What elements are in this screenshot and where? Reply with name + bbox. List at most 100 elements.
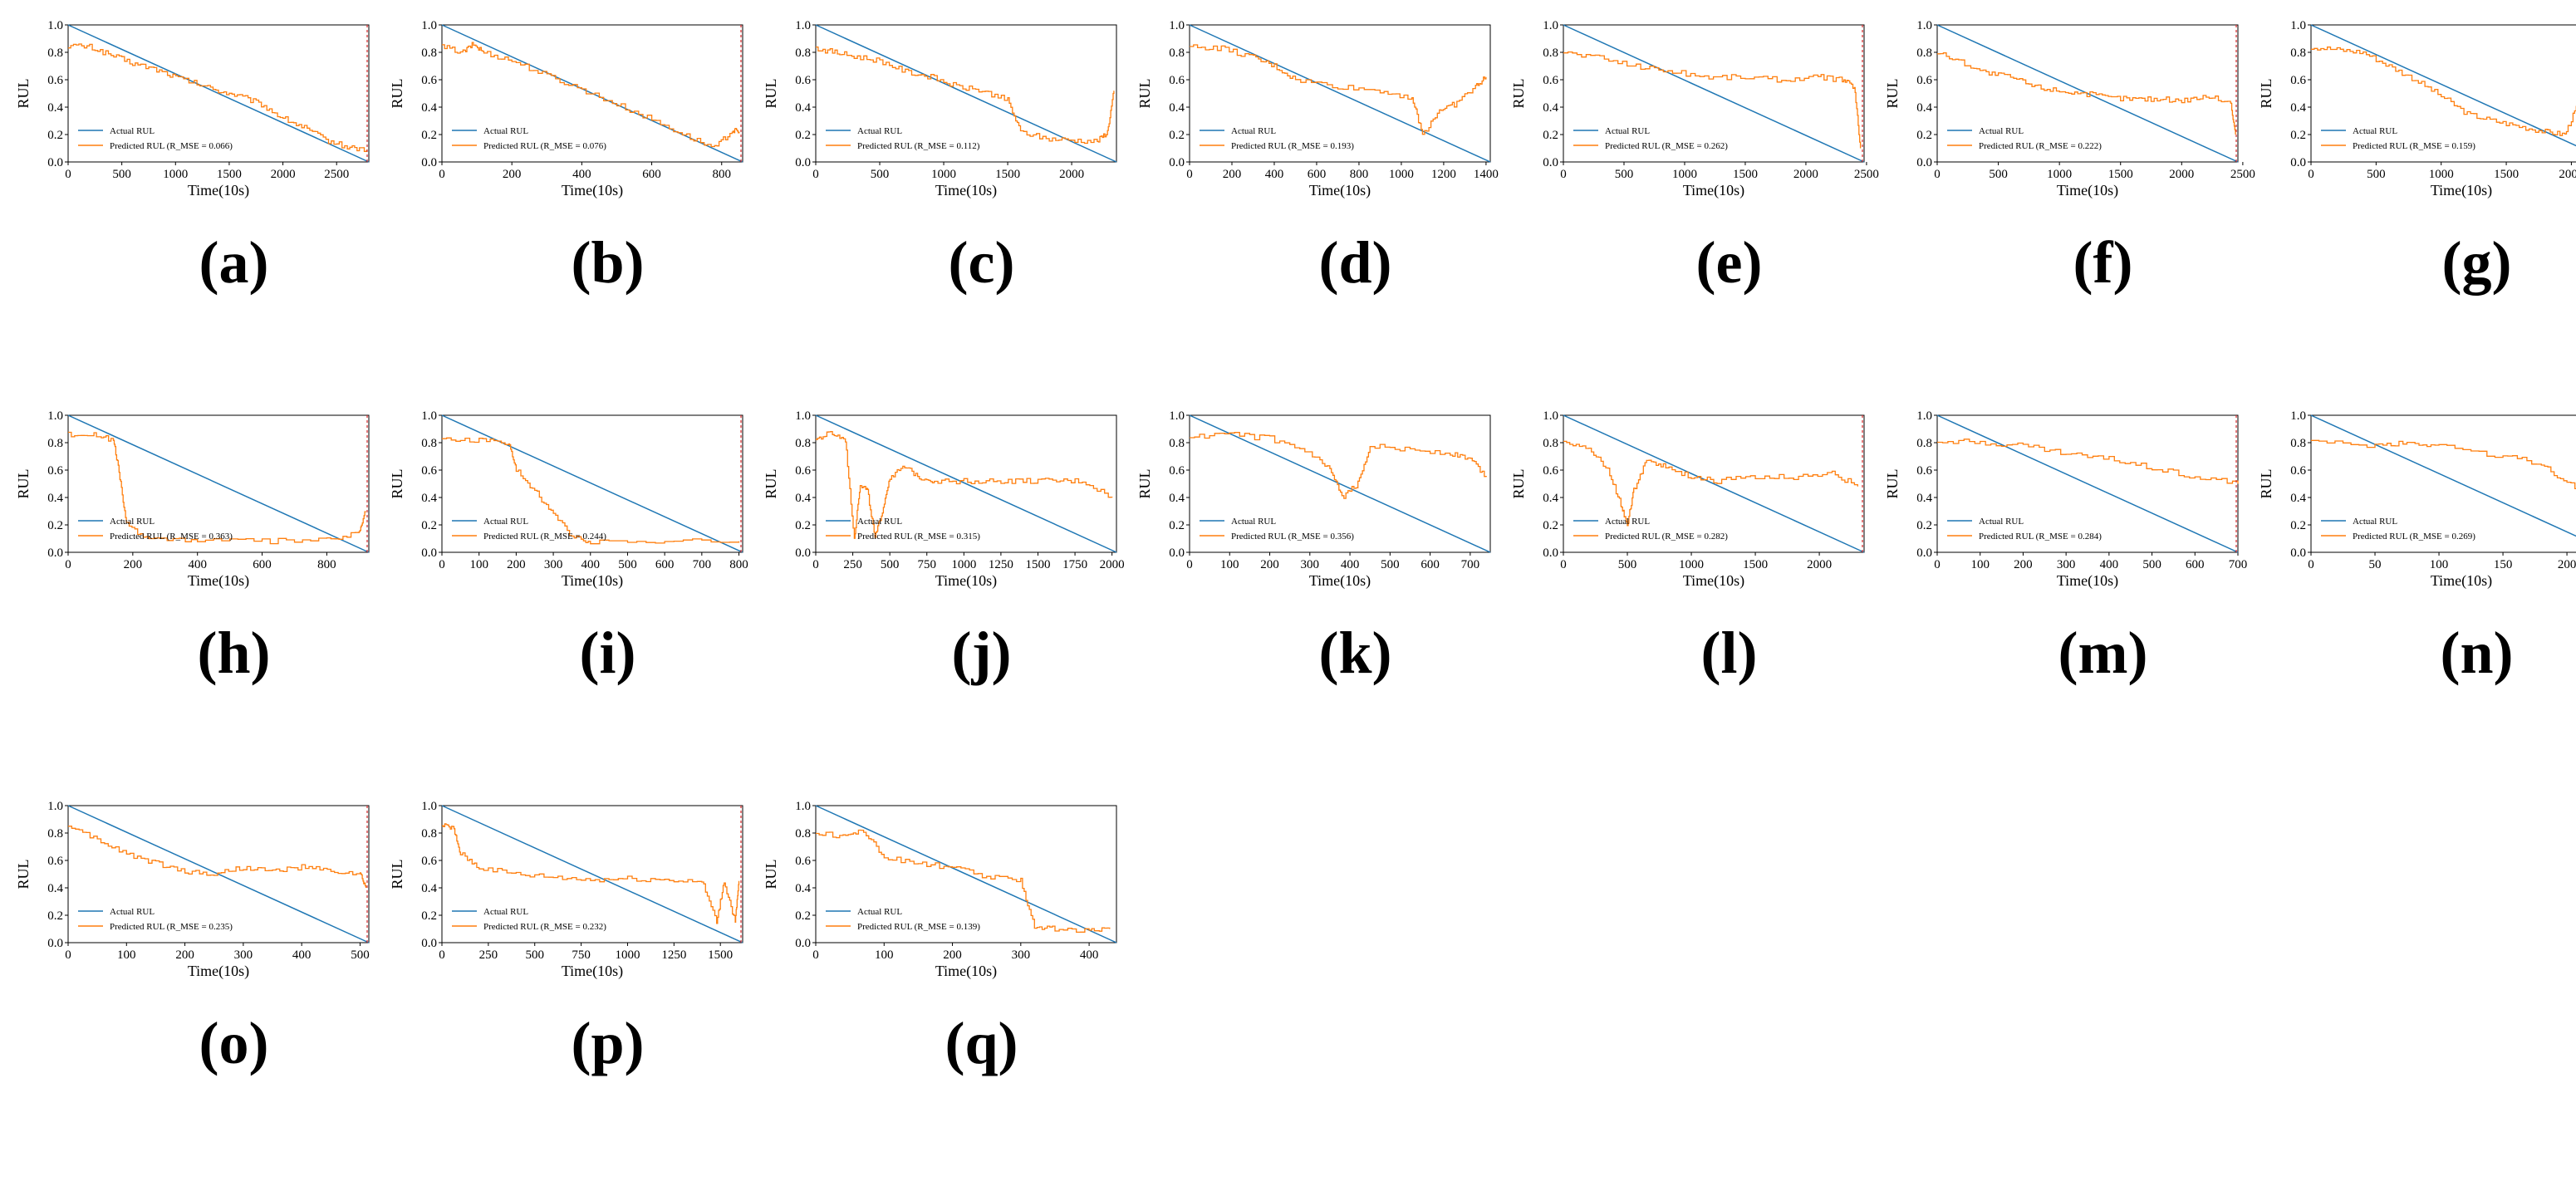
y-tick-label: 0.8 [795, 437, 811, 450]
y-axis-label: RUL [1510, 469, 1527, 499]
predicted-rul-line [816, 430, 1113, 539]
x-tick-label: 500 [881, 558, 900, 571]
predicted-rul-line [442, 437, 740, 545]
y-tick-label: 1.0 [421, 409, 437, 423]
x-tick-label: 250 [843, 558, 862, 571]
y-tick-label: 0.6 [1169, 464, 1185, 478]
plot-frame [1936, 24, 2239, 163]
y-axis-label: RUL [2258, 79, 2274, 109]
legend-predicted-label: Predicted RUL (R_MSE = 0.232) [483, 922, 606, 932]
chart-svg: 0.0 0.2 0.4 0.6 0.8 1.0 0 100 200 300 400 500 600 700… [1136, 409, 1491, 590]
y-tick-label: 0.4 [1543, 101, 1558, 115]
y-tick-label: 0.0 [1916, 156, 1932, 169]
legend-actual-label: Actual RUL [1605, 517, 1650, 527]
x-tick-label: 300 [544, 558, 563, 571]
y-tick-label: 0.6 [421, 464, 437, 478]
y-tick-label: 1.0 [2290, 409, 2306, 423]
legend-actual-label: Actual RUL [857, 907, 902, 917]
chart-svg: 0.0 0.2 0.4 0.6 0.8 1.0 0 500 1000 1500 2000 Time(1… [2258, 19, 2576, 199]
predicted-rul-line [68, 431, 366, 545]
plot-frame [441, 24, 743, 163]
x-tick-label: 2000 [1059, 168, 1084, 181]
x-tick-label: 800 [729, 558, 748, 571]
x-tick-label: 600 [655, 558, 675, 571]
x-tick-label: 1400 [1474, 168, 1499, 181]
actual-rul-line [67, 805, 370, 943]
x-tick-label: 400 [1080, 948, 1099, 962]
predicted-rul-line [816, 46, 1115, 145]
predicted-rul-line [1563, 440, 1858, 527]
y-tick-label: 0.2 [47, 909, 63, 923]
chart-panel: 0.0 0.2 0.4 0.6 0.8 1.0 0 200 400 600 800 1000 1200 1… [1136, 17, 1539, 405]
x-tick-label: 1250 [989, 558, 1013, 571]
x-tick-label: 500 [351, 948, 370, 962]
y-tick-label: 1.0 [2290, 19, 2306, 32]
y-tick-label: 0.4 [1169, 492, 1185, 505]
x-tick-label: 2000 [271, 168, 296, 181]
x-tick-label: 1500 [995, 168, 1020, 181]
y-tick-label: 1.0 [1169, 409, 1185, 423]
y-tick-label: 1.0 [421, 800, 437, 813]
y-tick-label: 1.0 [1543, 409, 1558, 423]
legend-predicted-label: Predicted RUL (R_MSE = 0.193) [1231, 141, 1354, 151]
panel-label: (n) [2440, 620, 2514, 686]
x-tick-label: 750 [917, 558, 936, 571]
x-axis-label: Time(10s) [1683, 572, 1744, 590]
x-axis-label: Time(10s) [562, 963, 623, 980]
x-axis-label: Time(10s) [2431, 572, 2492, 590]
legend-predicted-label: Predicted RUL (R_MSE = 0.112) [857, 141, 980, 151]
legend-predicted-label: Predicted RUL (R_MSE = 0.262) [1605, 141, 1728, 151]
plot-frame [67, 24, 370, 163]
x-tick-label: 250 [479, 948, 498, 962]
predicted-rul-line [68, 43, 368, 152]
x-tick-label: 400 [292, 948, 312, 962]
x-axis-label: Time(10s) [935, 182, 997, 199]
chart-svg: 0.0 0.2 0.4 0.6 0.8 1.0 0 100 200 300 400 500 Time(1… [15, 800, 370, 980]
x-tick-label: 50 [2369, 558, 2382, 571]
x-tick-label: 1500 [708, 948, 733, 962]
y-tick-label: 0.6 [795, 464, 811, 478]
actual-rul-line [1563, 414, 1865, 553]
panel-label: (a) [199, 229, 269, 296]
legend-predicted-label: Predicted RUL (R_MSE = 0.282) [1605, 532, 1728, 542]
x-tick-label: 500 [112, 168, 131, 181]
panel-label: (k) [1318, 620, 1392, 686]
plot-frame [1563, 24, 1865, 163]
y-tick-label: 0.2 [421, 519, 437, 532]
y-tick-label: 0.8 [1543, 437, 1558, 450]
actual-rul-line [815, 414, 1117, 553]
y-tick-label: 0.2 [795, 519, 811, 532]
y-tick-label: 0.0 [1169, 546, 1185, 560]
y-tick-label: 1.0 [421, 19, 437, 32]
chart-panel: 0.0 0.2 0.4 0.6 0.8 1.0 0 500 1000 1500 2000 2500 Ti… [1510, 17, 1913, 405]
panel-label: (f) [2073, 229, 2133, 296]
figure-grid: 0.0 0.2 0.4 0.6 0.8 1.0 0 500 1000 1500 2000 2500 Ti… [15, 17, 2576, 1076]
chart-panel: 0.0 0.2 0.4 0.6 0.8 1.0 0 250 500 750 1000 1250 1500… [763, 407, 1165, 796]
y-axis-label: RUL [2258, 469, 2274, 499]
y-tick-label: 0.6 [795, 855, 811, 868]
x-tick-label: 0 [812, 948, 819, 962]
actual-rul-line [1563, 24, 1865, 163]
x-tick-label: 600 [2186, 558, 2205, 571]
y-tick-label: 0.8 [421, 437, 437, 450]
y-tick-label: 0.4 [421, 882, 437, 895]
y-tick-label: 0.8 [795, 827, 811, 840]
predicted-rul-line [1937, 52, 2236, 135]
predicted-rul-line [816, 829, 1111, 934]
x-tick-label: 0 [1934, 168, 1941, 181]
y-tick-label: 1.0 [47, 19, 63, 32]
predicted-rul-line [2311, 47, 2576, 136]
y-tick-label: 0.2 [795, 129, 811, 142]
y-tick-label: 0.8 [1169, 437, 1185, 450]
x-tick-label: 400 [581, 558, 601, 571]
y-tick-label: 0.4 [421, 492, 437, 505]
y-tick-label: 0.4 [795, 492, 811, 505]
x-tick-label: 1000 [1389, 168, 1414, 181]
x-tick-label: 0 [1560, 558, 1567, 571]
x-tick-label: 0 [439, 948, 445, 962]
panel-label: (p) [571, 1010, 645, 1076]
x-tick-label: 700 [1461, 558, 1480, 571]
y-tick-label: 0.0 [421, 937, 437, 950]
x-tick-label: 400 [2100, 558, 2119, 571]
legend-predicted-label: Predicted RUL (R_MSE = 0.356) [1231, 532, 1354, 542]
